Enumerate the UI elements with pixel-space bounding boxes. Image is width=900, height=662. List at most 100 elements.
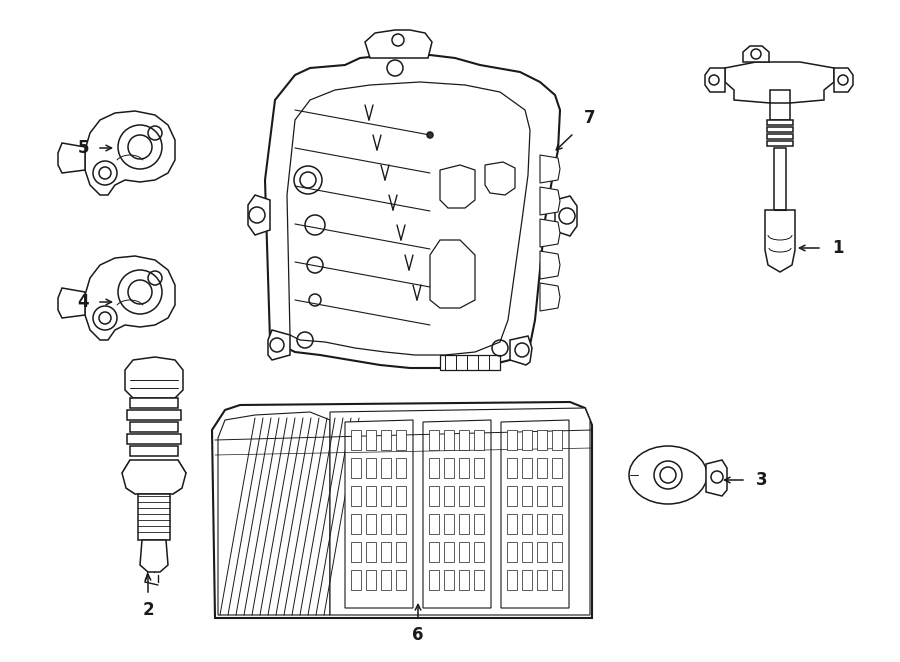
Polygon shape <box>459 486 469 506</box>
Polygon shape <box>429 570 439 590</box>
Polygon shape <box>430 240 475 308</box>
Text: 7: 7 <box>584 109 596 127</box>
Polygon shape <box>706 460 727 496</box>
Polygon shape <box>440 165 475 208</box>
Polygon shape <box>396 458 406 478</box>
Polygon shape <box>429 486 439 506</box>
Polygon shape <box>345 420 413 608</box>
Polygon shape <box>743 46 769 62</box>
Polygon shape <box>351 486 361 506</box>
Polygon shape <box>85 256 175 340</box>
Polygon shape <box>537 514 547 534</box>
Polygon shape <box>552 570 562 590</box>
Polygon shape <box>459 542 469 562</box>
Polygon shape <box>381 514 391 534</box>
Polygon shape <box>130 422 178 432</box>
Polygon shape <box>770 103 790 120</box>
Polygon shape <box>381 486 391 506</box>
Polygon shape <box>381 458 391 478</box>
Ellipse shape <box>629 446 707 504</box>
Polygon shape <box>138 494 170 540</box>
Polygon shape <box>522 570 532 590</box>
Polygon shape <box>552 542 562 562</box>
Polygon shape <box>429 430 439 450</box>
Polygon shape <box>522 430 532 450</box>
Polygon shape <box>537 486 547 506</box>
Polygon shape <box>351 570 361 590</box>
Polygon shape <box>540 187 560 215</box>
Polygon shape <box>381 570 391 590</box>
Polygon shape <box>474 430 484 450</box>
Polygon shape <box>366 486 376 506</box>
Polygon shape <box>537 430 547 450</box>
Polygon shape <box>85 111 175 195</box>
Polygon shape <box>127 410 181 420</box>
Polygon shape <box>507 458 517 478</box>
Polygon shape <box>423 420 491 608</box>
Polygon shape <box>507 542 517 562</box>
Polygon shape <box>351 542 361 562</box>
Polygon shape <box>366 514 376 534</box>
Polygon shape <box>444 458 454 478</box>
Polygon shape <box>459 570 469 590</box>
Polygon shape <box>765 210 795 272</box>
Text: 2: 2 <box>142 601 154 619</box>
Polygon shape <box>459 430 469 450</box>
Polygon shape <box>429 542 439 562</box>
Polygon shape <box>248 195 270 235</box>
Polygon shape <box>287 82 530 355</box>
Text: 6: 6 <box>412 626 424 644</box>
Polygon shape <box>58 288 85 318</box>
Polygon shape <box>365 30 432 58</box>
Polygon shape <box>396 542 406 562</box>
Polygon shape <box>396 514 406 534</box>
Text: 1: 1 <box>832 239 844 257</box>
Polygon shape <box>501 420 569 608</box>
Polygon shape <box>444 430 454 450</box>
Polygon shape <box>444 542 454 562</box>
Polygon shape <box>212 402 592 618</box>
Polygon shape <box>507 430 517 450</box>
Polygon shape <box>540 251 560 279</box>
Polygon shape <box>444 514 454 534</box>
Polygon shape <box>127 434 181 444</box>
Polygon shape <box>540 219 560 247</box>
Polygon shape <box>537 458 547 478</box>
Polygon shape <box>396 430 406 450</box>
Polygon shape <box>130 398 178 408</box>
Polygon shape <box>444 570 454 590</box>
Polygon shape <box>429 458 439 478</box>
Polygon shape <box>705 68 725 92</box>
Polygon shape <box>767 127 793 132</box>
Polygon shape <box>552 458 562 478</box>
Polygon shape <box>522 486 532 506</box>
Polygon shape <box>774 148 786 210</box>
Polygon shape <box>767 134 793 139</box>
Polygon shape <box>429 514 439 534</box>
Polygon shape <box>522 514 532 534</box>
Polygon shape <box>540 155 560 183</box>
Polygon shape <box>552 430 562 450</box>
Circle shape <box>654 461 682 489</box>
Polygon shape <box>381 430 391 450</box>
Polygon shape <box>474 486 484 506</box>
Polygon shape <box>507 514 517 534</box>
Polygon shape <box>122 460 186 494</box>
Polygon shape <box>522 458 532 478</box>
Polygon shape <box>540 283 560 311</box>
Polygon shape <box>474 514 484 534</box>
Polygon shape <box>507 486 517 506</box>
Polygon shape <box>330 408 590 615</box>
Polygon shape <box>507 570 517 590</box>
Polygon shape <box>552 514 562 534</box>
Polygon shape <box>474 458 484 478</box>
Polygon shape <box>396 570 406 590</box>
Polygon shape <box>725 62 834 103</box>
Polygon shape <box>218 412 330 615</box>
Polygon shape <box>767 141 793 146</box>
Polygon shape <box>366 458 376 478</box>
Polygon shape <box>58 143 85 173</box>
Polygon shape <box>485 162 515 195</box>
Polygon shape <box>366 430 376 450</box>
Circle shape <box>427 132 433 138</box>
